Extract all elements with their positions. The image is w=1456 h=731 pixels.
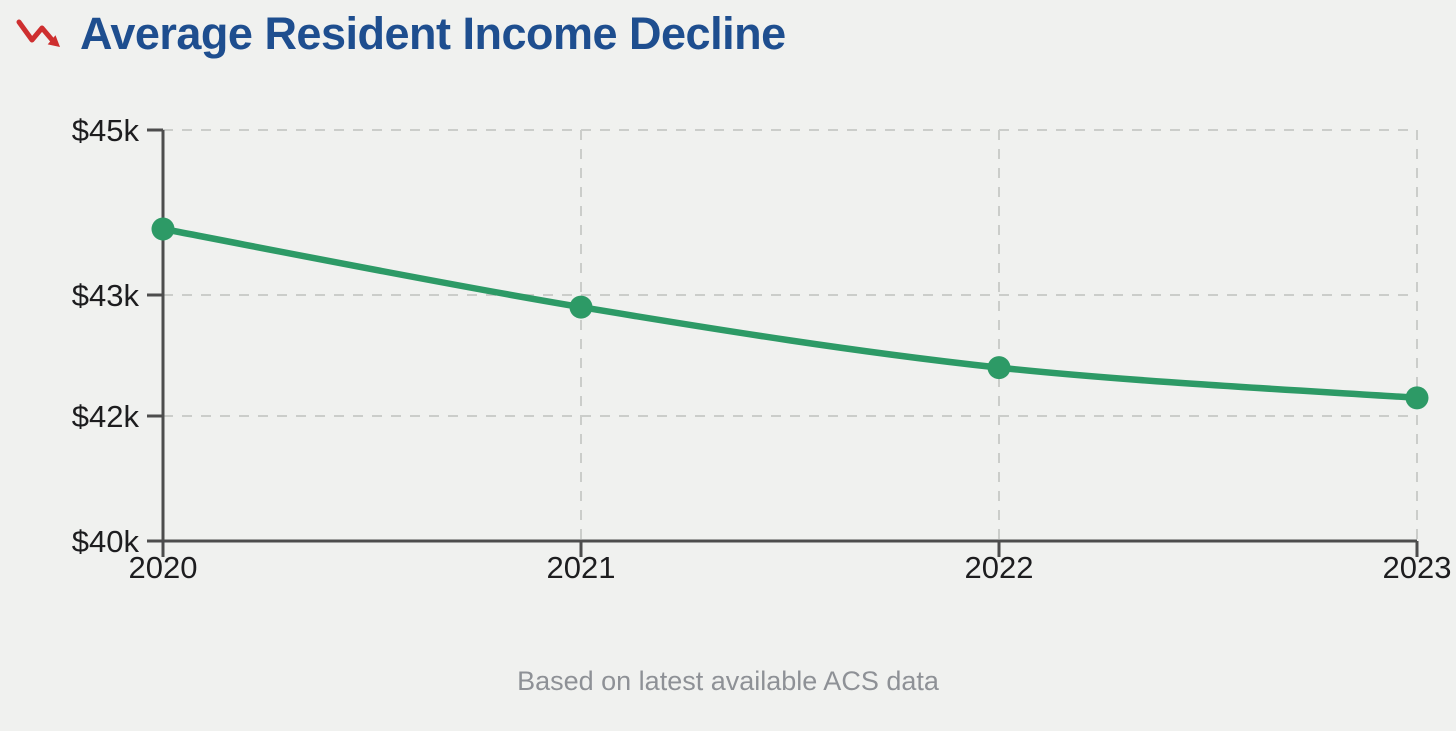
page-title: Average Resident Income Decline <box>80 8 786 59</box>
y-tick-label: $45k <box>72 113 140 148</box>
trend-arrowhead <box>47 35 60 47</box>
y-tick-label: $40k <box>72 524 140 559</box>
trending-down-icon <box>16 19 60 47</box>
chart-caption: Based on latest available ACS data <box>517 666 939 696</box>
data-point <box>1405 386 1429 410</box>
data-point <box>151 217 175 241</box>
y-tick-label: $43k <box>72 278 140 313</box>
trend-zigzag <box>16 19 56 44</box>
data-point <box>569 295 593 319</box>
x-tick-label: 2022 <box>965 550 1034 585</box>
x-tick-label: 2023 <box>1383 550 1452 585</box>
x-tick-label: 2020 <box>129 550 198 585</box>
data-point <box>987 356 1011 380</box>
income-line <box>159 225 1421 402</box>
y-tick-label: $42k <box>72 399 140 434</box>
x-tick-label: 2021 <box>547 550 616 585</box>
header: Average Resident Income Decline <box>16 8 786 60</box>
